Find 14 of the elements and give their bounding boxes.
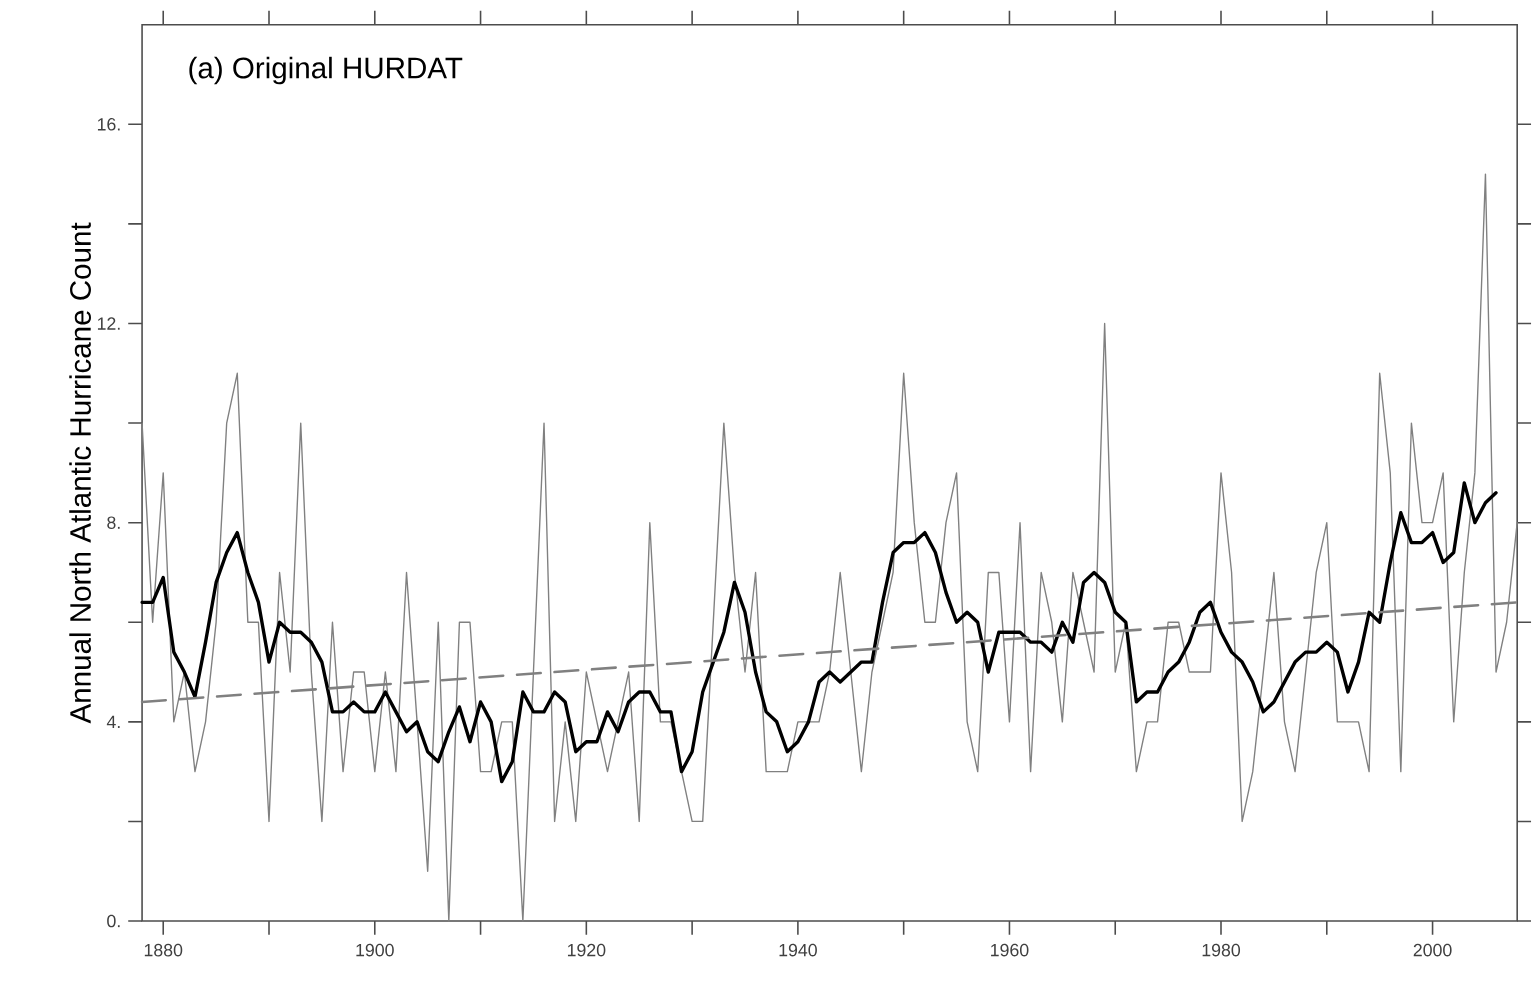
- x-tick-label: 1960: [991, 943, 1029, 957]
- y-tick-label: 8.: [107, 516, 120, 529]
- x-tick-label: 2000: [1413, 943, 1452, 957]
- x-tick-label: 1980: [1202, 943, 1241, 957]
- y-axis-title: Annual North Atlantic Hurricane Count: [69, 222, 91, 724]
- y-tick-label: 16.: [97, 117, 120, 131]
- y-tick-label: 12.: [97, 317, 120, 330]
- x-tick-label: 1940: [779, 943, 817, 957]
- x-tick-label: 1900: [356, 943, 394, 957]
- y-tick-label: 4.: [106, 715, 120, 728]
- x-tick-label: 1880: [144, 943, 183, 957]
- y-tick-label: 0.: [107, 914, 120, 928]
- text: (a) Original HURDAT: [189, 56, 463, 85]
- x-tick-label: 1920: [567, 943, 606, 957]
